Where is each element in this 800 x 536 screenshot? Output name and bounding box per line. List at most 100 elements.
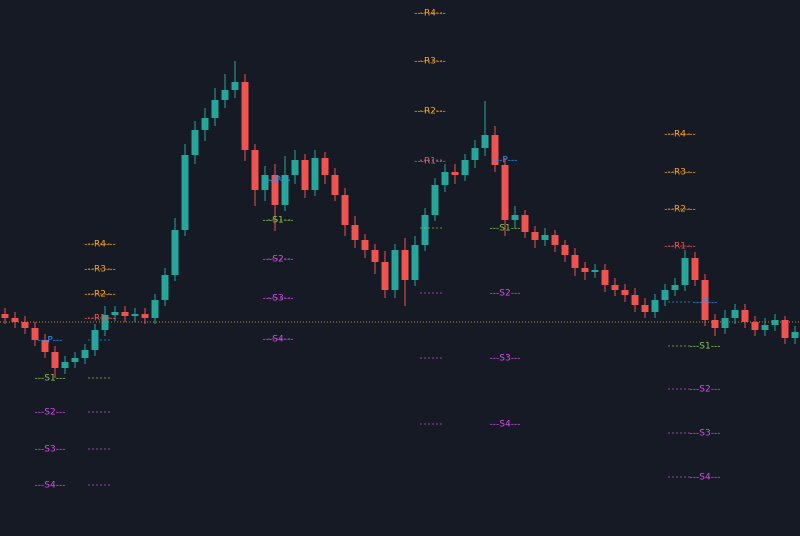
candle-body	[591, 270, 599, 272]
pivot-label: ---S3---	[490, 354, 521, 364]
candle-body	[131, 314, 139, 316]
pivot-label: ---S1---	[263, 216, 294, 226]
candle-body	[21, 322, 29, 328]
pivot-label: ---S3---	[690, 429, 721, 439]
candle-body	[181, 155, 189, 230]
pivot-label: ---P---	[266, 176, 291, 186]
candle-body	[561, 245, 569, 255]
candle-body	[721, 318, 729, 328]
candle-body	[341, 195, 349, 225]
candle-body	[321, 158, 329, 175]
pivot-label: ---P---	[693, 298, 718, 308]
candle-body	[621, 290, 629, 295]
candle-body	[421, 215, 429, 245]
candle-body	[121, 312, 129, 316]
pivot-label: ---R3---	[414, 57, 445, 67]
candle-body	[381, 262, 389, 290]
candle-body	[641, 305, 649, 312]
candle-body	[611, 285, 619, 290]
candle-body	[61, 362, 69, 368]
candle-body	[221, 90, 229, 100]
candle-body	[671, 285, 679, 290]
pivot-label: ---S4---	[690, 473, 721, 483]
candle-body	[541, 235, 549, 240]
candle-body	[1, 314, 9, 318]
candle-body	[631, 295, 639, 305]
candle-body	[371, 250, 379, 262]
candle-body	[91, 330, 99, 350]
candle-body	[51, 352, 59, 368]
candle-body	[41, 340, 49, 352]
candle-body	[441, 172, 449, 185]
pivot-label: ---S3---	[35, 445, 66, 455]
pivot-label: ---R1---	[664, 242, 695, 252]
pivot-label: ---R2---	[84, 290, 115, 300]
candle-body	[101, 315, 109, 330]
candle-body	[151, 300, 159, 318]
candle-body	[521, 215, 529, 232]
candle-body	[791, 332, 799, 338]
candle-body	[601, 270, 609, 285]
pivot-label: ---S3---	[263, 294, 294, 304]
candle-body	[281, 175, 289, 205]
pivot-label: ---P---	[38, 336, 63, 346]
candle-body	[331, 175, 339, 195]
candle-body	[401, 250, 409, 280]
candle-body	[301, 160, 309, 190]
candle-body	[291, 160, 299, 175]
candle-body	[391, 250, 399, 290]
candle-body	[211, 100, 219, 118]
candle-body	[491, 135, 499, 165]
candle-body	[261, 175, 269, 190]
candle-body	[691, 258, 699, 280]
candle-body	[511, 215, 519, 220]
pivot-label: ---S4---	[490, 420, 521, 430]
candle-body	[741, 310, 749, 322]
candle-body	[231, 82, 239, 90]
pivot-label: ---S2---	[690, 385, 721, 395]
candle-body	[551, 235, 559, 245]
candle-body	[311, 158, 319, 190]
candle-body	[711, 320, 719, 328]
candle-body	[241, 82, 249, 150]
candle-body	[761, 325, 769, 330]
candle-body	[11, 318, 19, 322]
pivot-label: ---R1---	[84, 314, 115, 324]
candle-body	[431, 185, 439, 215]
candle-body	[351, 225, 359, 240]
candle-body	[271, 175, 279, 205]
candle-body	[71, 358, 79, 362]
pivot-label: ---R1---	[414, 157, 445, 167]
pivot-label: ---P---	[493, 156, 518, 166]
candle-body	[751, 322, 759, 330]
pivot-label: ---R4---	[84, 240, 115, 250]
pivot-label: ---S1---	[490, 224, 521, 234]
candle-body	[81, 350, 89, 358]
candle-body	[681, 258, 689, 285]
candle-body	[771, 320, 779, 325]
candle-body	[411, 245, 419, 280]
candle-body	[141, 314, 149, 318]
candle-body	[531, 232, 539, 240]
candle-body	[651, 300, 659, 312]
candle-body	[581, 268, 589, 272]
candle-body	[31, 328, 39, 340]
candle-body	[701, 280, 709, 320]
candle-body	[661, 290, 669, 300]
pivot-label: ---S1---	[35, 374, 66, 384]
candle-body	[781, 320, 789, 338]
candle-body	[201, 118, 209, 130]
candle-body	[361, 240, 369, 250]
candle-body	[471, 148, 479, 160]
candle-body	[501, 165, 509, 220]
candle-body	[171, 230, 179, 275]
pivot-label: ---R3---	[664, 168, 695, 178]
candle-body	[571, 255, 579, 268]
pivot-label: ---S4---	[35, 481, 66, 491]
candle-body	[191, 130, 199, 155]
pivot-label: ---S2---	[490, 289, 521, 299]
pivot-label: ---R3---	[84, 265, 115, 275]
